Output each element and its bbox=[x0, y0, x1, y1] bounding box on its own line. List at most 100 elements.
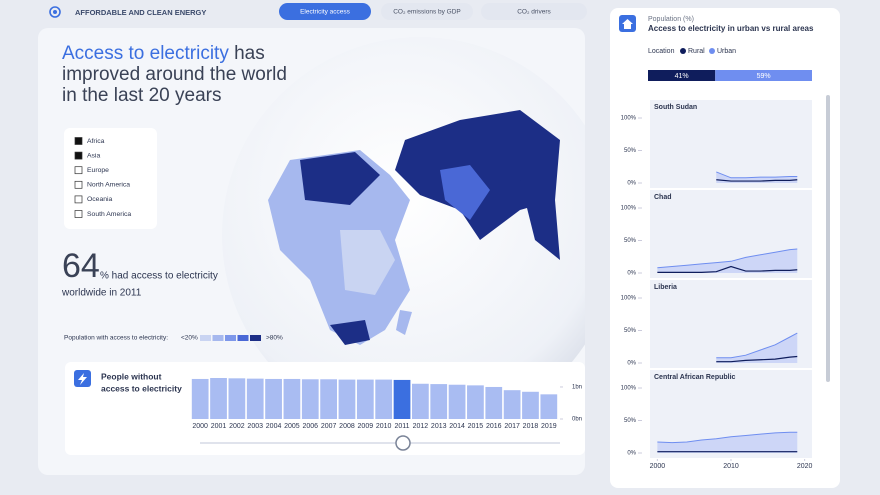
y-tick-label: 100% bbox=[621, 296, 637, 302]
bar bbox=[522, 391, 539, 419]
legend-label: Urban bbox=[717, 48, 736, 55]
small-chart-title: Liberia bbox=[654, 284, 677, 291]
y-tick-label: 100% bbox=[621, 386, 637, 392]
x-tick-label: 2007 bbox=[321, 423, 337, 430]
x-tick-label: 2010 bbox=[723, 463, 739, 470]
x-tick-label: 2019 bbox=[541, 423, 557, 430]
y-tick-label: 100% bbox=[621, 116, 637, 122]
checkbox-label[interactable]: South America bbox=[87, 211, 131, 218]
checkbox[interactable] bbox=[74, 151, 83, 160]
y-tick-label: 0% bbox=[627, 451, 636, 457]
bar bbox=[283, 378, 301, 419]
tab[interactable] bbox=[279, 3, 371, 20]
y-tick-label: 0% bbox=[627, 181, 636, 187]
bar bbox=[246, 378, 264, 419]
x-tick-label: 2001 bbox=[211, 423, 227, 430]
headline-text: improved around the world bbox=[62, 64, 287, 85]
y-tick-label: 100% bbox=[621, 206, 637, 212]
split-label: 41% bbox=[675, 73, 689, 80]
small-chart-title: Central African Republic bbox=[654, 374, 736, 381]
urban-line bbox=[716, 171, 798, 179]
bar bbox=[338, 379, 356, 419]
checkbox-label[interactable]: Oceania bbox=[87, 196, 113, 203]
bar bbox=[430, 384, 448, 419]
headline-highlight: Access to electricity bbox=[62, 43, 229, 64]
x-tick-label: 2015 bbox=[468, 423, 484, 430]
legend-swatch bbox=[237, 335, 249, 341]
bar bbox=[191, 378, 209, 419]
panel-icon-glyph bbox=[622, 19, 633, 29]
checkbox[interactable] bbox=[74, 210, 83, 218]
x-tick-label: 2003 bbox=[247, 423, 263, 430]
y-tick-label: 0% bbox=[627, 271, 636, 277]
brand: AFFORDABLE AND CLEAN ENERGY bbox=[75, 8, 206, 17]
x-tick-label: 2016 bbox=[486, 423, 502, 430]
y-tick-label: 0% bbox=[627, 361, 636, 367]
checkbox-label[interactable]: North America bbox=[87, 182, 130, 189]
rural-line bbox=[716, 179, 798, 182]
checkbox[interactable] bbox=[74, 137, 83, 145]
split-label: 59% bbox=[757, 73, 771, 80]
x-tick-label: 2014 bbox=[449, 423, 465, 430]
x-tick-label: 2011 bbox=[394, 423, 409, 430]
bar bbox=[448, 384, 466, 419]
bar bbox=[356, 379, 374, 419]
checkbox-label[interactable]: Europe bbox=[87, 167, 109, 174]
slider-handle[interactable] bbox=[395, 435, 411, 451]
x-tick-label: 2017 bbox=[504, 423, 520, 430]
x-tick-label: 2000 bbox=[192, 423, 208, 430]
tab[interactable] bbox=[481, 3, 587, 20]
x-tick-label: 2005 bbox=[284, 423, 300, 430]
bar bbox=[467, 385, 484, 419]
legend-label: Rural bbox=[688, 48, 705, 55]
urban-line bbox=[657, 248, 798, 269]
checkbox-label[interactable]: Africa bbox=[87, 138, 105, 145]
checkbox[interactable] bbox=[74, 195, 83, 204]
bar bbox=[265, 378, 282, 419]
rural-line bbox=[657, 265, 798, 273]
split-bar bbox=[715, 70, 812, 81]
bar bbox=[412, 383, 429, 419]
checkbox[interactable] bbox=[74, 166, 83, 175]
tab-label[interactable]: CO₂ emissions by GDP bbox=[393, 9, 461, 16]
urban-line bbox=[716, 332, 798, 359]
rural-line bbox=[716, 355, 798, 363]
y-tick-label: 0bn bbox=[572, 417, 582, 423]
small-chart-title: South Sudan bbox=[654, 104, 697, 111]
scrollbar[interactable] bbox=[826, 95, 830, 382]
region-filter bbox=[64, 128, 157, 229]
y-tick-label: 50% bbox=[624, 418, 637, 424]
bar bbox=[210, 378, 227, 419]
headline-text: has bbox=[234, 43, 265, 64]
x-tick-label: 2020 bbox=[797, 463, 813, 470]
bar bbox=[301, 379, 319, 419]
checkbox-label[interactable]: Asia bbox=[87, 152, 100, 159]
bar-icon-glyph bbox=[78, 373, 87, 385]
stat-text: % had access to electricity bbox=[100, 271, 218, 282]
panel-label: Population (%) bbox=[648, 16, 694, 23]
x-tick-label: 2000 bbox=[650, 463, 666, 470]
split-bar bbox=[648, 70, 716, 81]
bar-title: access to electricity bbox=[101, 383, 182, 393]
x-tick-label: 2009 bbox=[358, 423, 374, 430]
legend-swatch bbox=[225, 335, 236, 341]
tab-label[interactable]: CO₂ drivers bbox=[517, 9, 551, 16]
stat-text: worldwide in 2011 bbox=[61, 288, 142, 299]
x-tick-label: 2010 bbox=[376, 423, 392, 430]
tab[interactable] bbox=[381, 3, 473, 20]
bar bbox=[375, 379, 393, 419]
map bbox=[222, 37, 585, 433]
checkbox[interactable] bbox=[74, 180, 83, 189]
urban-line bbox=[657, 431, 798, 444]
x-tick-label: 2002 bbox=[229, 423, 245, 430]
headline-text: in the last 20 years bbox=[62, 85, 221, 106]
map-legend-high: >80% bbox=[266, 335, 283, 342]
panel-title: Access to electricity in urban vs rural … bbox=[648, 24, 814, 33]
tab-label[interactable]: Electricity access bbox=[300, 9, 351, 16]
small-chart-title: Chad bbox=[654, 194, 672, 201]
bar-title: People without bbox=[101, 371, 162, 381]
legend-swatch bbox=[200, 335, 211, 341]
legend-swatch bbox=[250, 335, 261, 341]
